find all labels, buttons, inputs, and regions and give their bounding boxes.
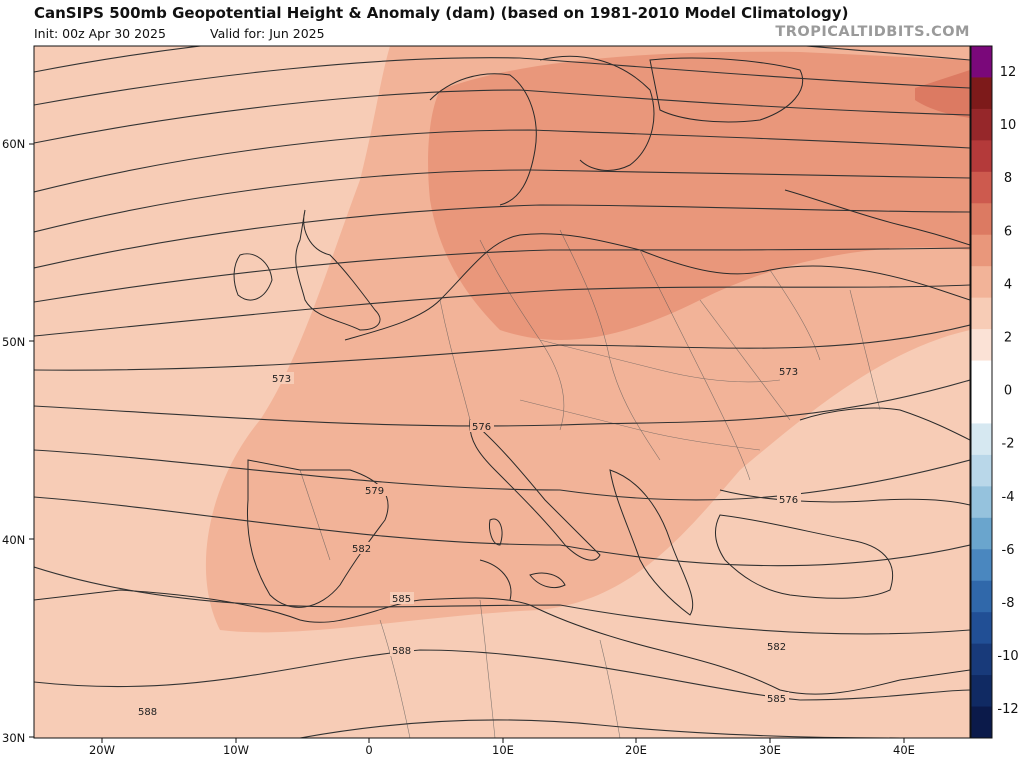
lat-ticks: [29, 143, 34, 738]
anomaly-fill-4dam: [428, 51, 970, 340]
colorbar-tick-label: 0: [1004, 384, 1012, 399]
colorbar-segment: [971, 454, 992, 487]
init-time: Init: 00z Apr 30 2025: [34, 26, 166, 41]
lon-label-40e: 40E: [893, 743, 915, 757]
lon-label-20w: 20W: [89, 743, 115, 757]
colorbar-segment: [971, 77, 992, 110]
valid-time: Valid for: Jun 2025: [210, 26, 325, 41]
brand-watermark: TROPICALTIDBITS.COM: [775, 24, 970, 40]
colorbar-segment: [971, 580, 992, 613]
colorbar-tick-label: 8: [1004, 171, 1012, 186]
colorbar-segment: [971, 297, 992, 330]
contour-label-576-central: 576: [472, 422, 491, 433]
map-frame: [33, 45, 971, 739]
anomaly-colorbar: [971, 46, 992, 739]
colorbar-segment: [971, 517, 992, 550]
colorbar-tick-label: 10: [1000, 118, 1017, 133]
contour-label-585-east: 585: [767, 694, 786, 705]
colorbar-frame: [970, 45, 993, 739]
colorbar-segment: [971, 234, 992, 267]
contour-label-579: 579: [365, 486, 384, 497]
contour-label-582-west: 582: [352, 544, 371, 555]
contour-label-573-east: 573: [779, 367, 798, 378]
colorbar-segment: [971, 675, 992, 708]
colorbar-segment: [971, 423, 992, 456]
colorbar-tick-label: -2: [1002, 437, 1015, 452]
colorbar-segment: [971, 46, 992, 78]
colorbar-tick-label: -6: [1002, 543, 1015, 558]
colorbar-segment: [971, 266, 992, 299]
lon-label-10e: 10E: [492, 743, 514, 757]
colorbar-tick-label: 12: [1000, 65, 1017, 80]
colorbar-segment: [971, 706, 992, 739]
colorbar-segment: [971, 643, 992, 676]
colorbar-segment: [971, 486, 992, 519]
contour-labels: 573 576 579 582 585 588 573 576 582 585 …: [136, 365, 801, 718]
colorbar-segment: [971, 360, 992, 393]
anomaly-fill-6dam: [915, 70, 970, 118]
colorbar-segment: [971, 171, 992, 204]
lon-label-10w: 10W: [223, 743, 249, 757]
lon-label-30e: 30E: [759, 743, 781, 757]
lon-label-0: 0: [365, 743, 372, 757]
colorbar-segment: [971, 140, 992, 173]
colorbar-segment: [971, 612, 992, 645]
contour-label-573-west: 573: [272, 374, 291, 385]
map-title: CanSIPS 500mb Geopotential Height & Anom…: [34, 4, 849, 22]
colorbar-ticks: 12 10 8 6 4 2 0 -2 -4 -6 -8 -10 -12: [997, 65, 1018, 717]
colorbar-tick-label: 4: [1004, 277, 1012, 292]
colorbar-segment: [971, 203, 992, 236]
lat-label-40n: 40N: [2, 533, 25, 547]
contour-label-588-central: 588: [392, 646, 411, 657]
colorbar-segment: [971, 549, 992, 582]
colorbar-tick-label: -12: [997, 702, 1018, 717]
lon-ticks: [101, 738, 905, 743]
contour-label-582-east: 582: [767, 642, 786, 653]
lat-label-60n: 60N: [2, 137, 25, 151]
height-contours: [34, 46, 970, 738]
lat-label-50n: 50N: [2, 335, 25, 349]
colorbar-segment: [971, 392, 992, 424]
lon-label-20e: 20E: [625, 743, 647, 757]
colorbar-tick-label: 2: [1004, 331, 1012, 346]
country-borders: [299, 229, 881, 738]
contour-label-588-west: 588: [138, 707, 157, 718]
colorbar-segment: [971, 108, 992, 141]
colorbar-tick-label: 6: [1004, 224, 1012, 239]
colorbar-tick-label: -8: [1002, 596, 1015, 611]
coastlines: [34, 55, 970, 695]
contour-label-585-west: 585: [392, 594, 411, 605]
colorbar-tick-label: -10: [997, 649, 1018, 664]
contour-label-576-east: 576: [779, 495, 798, 506]
lat-label-30n: 30N: [2, 731, 25, 745]
map-plot-area: 573 576 579 582 585 588 573 576 582 585 …: [34, 46, 970, 738]
colorbar-segment: [971, 329, 992, 362]
colorbar-tick-label: -4: [1002, 490, 1015, 505]
